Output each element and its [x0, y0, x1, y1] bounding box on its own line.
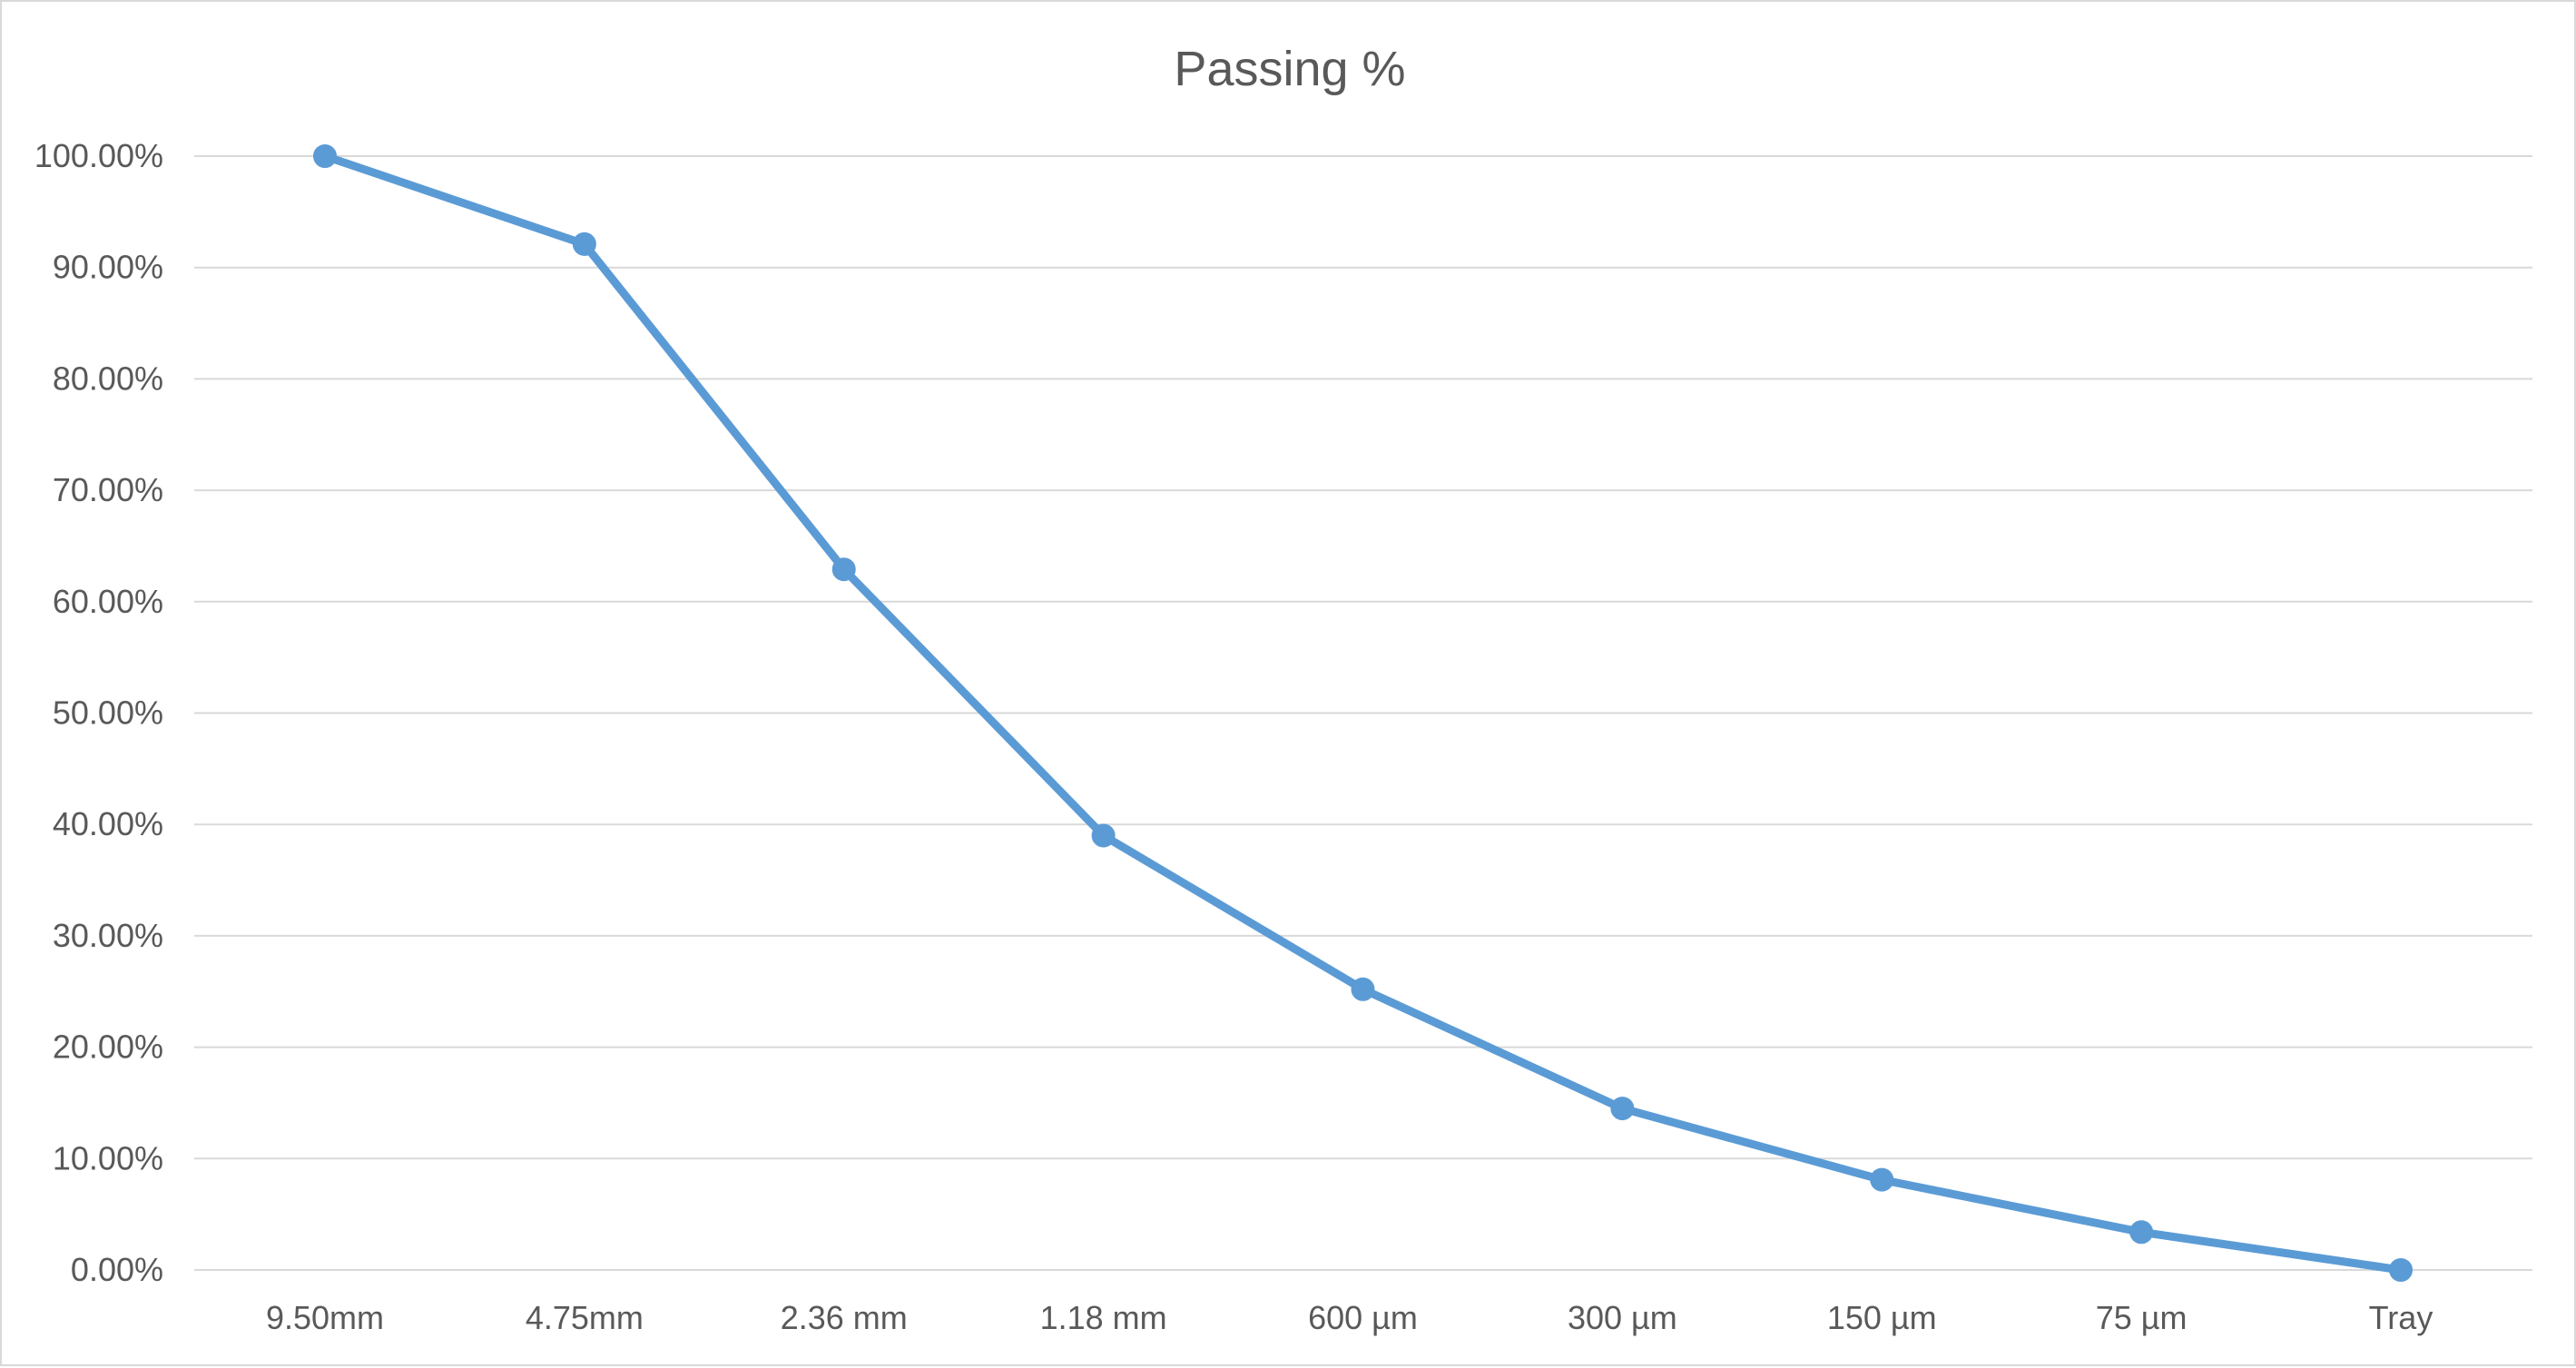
x-tick-label: 9.50mm — [266, 1299, 384, 1336]
y-tick-label: 30.00% — [53, 917, 163, 954]
x-tick-label: 1.18 mm — [1040, 1299, 1167, 1336]
chart-title: Passing % — [1174, 42, 1405, 96]
y-tick-label: 20.00% — [53, 1028, 163, 1066]
data-point — [1091, 823, 1116, 848]
x-tick-label: 75 µm — [2096, 1299, 2188, 1336]
x-tick-label: 300 µm — [1568, 1299, 1677, 1336]
data-point — [572, 231, 596, 256]
y-axis-tick-labels: 0.00% 10.00% 20.00% 30.00% 40.00% 50.00% 60.00… — [34, 137, 163, 1288]
y-tick-label: 50.00% — [53, 694, 163, 732]
x-tick-label: Tray — [2369, 1299, 2433, 1336]
y-tick-label: 80.00% — [53, 359, 163, 397]
x-tick-label: 2.36 mm — [781, 1299, 908, 1336]
series-layer — [313, 144, 2413, 1282]
data-point — [831, 557, 856, 582]
data-point — [313, 144, 337, 168]
y-tick-label: 10.00% — [53, 1139, 163, 1176]
gridlines — [194, 155, 2532, 1271]
y-tick-label: 40.00% — [53, 805, 163, 842]
y-tick-label: 0.00% — [71, 1251, 163, 1288]
data-point — [2129, 1220, 2154, 1245]
data-point — [1351, 977, 1375, 1001]
x-tick-label: 150 µm — [1827, 1299, 1937, 1336]
x-tick-label: 4.75mm — [526, 1299, 644, 1336]
data-point — [1610, 1097, 1635, 1121]
x-tick-label: 600 µm — [1308, 1299, 1418, 1336]
x-axis-tick-labels: 9.50mm 4.75mm 2.36 mm 1.18 mm 600 µm 300 µm 15… — [266, 1299, 2433, 1336]
data-point — [2389, 1258, 2413, 1282]
data-point — [1870, 1167, 1894, 1192]
y-tick-label: 100.00% — [34, 137, 163, 174]
y-tick-label: 70.00% — [53, 471, 163, 508]
y-tick-label: 90.00% — [53, 249, 163, 286]
y-tick-label: 60.00% — [53, 583, 163, 620]
